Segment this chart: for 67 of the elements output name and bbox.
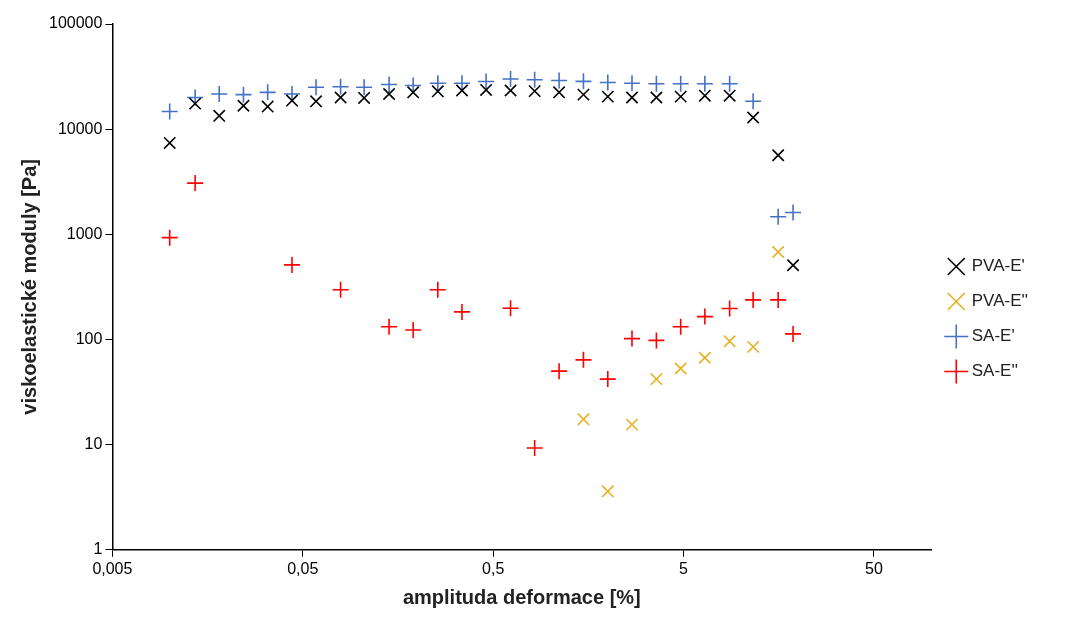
point [623, 74, 641, 93]
point [525, 70, 544, 89]
point [501, 70, 520, 88]
point [237, 99, 250, 113]
legend-label: PVA-E'' [971, 291, 1028, 311]
point [357, 91, 371, 105]
point [160, 102, 179, 121]
point [744, 92, 762, 111]
point [210, 85, 229, 103]
point [307, 78, 325, 97]
point [771, 148, 785, 162]
y-axis-title: viskoelastické moduly [Pa] [17, 159, 40, 415]
point [261, 100, 275, 114]
point [723, 89, 737, 103]
point [574, 72, 593, 91]
point [528, 84, 542, 98]
point [186, 88, 204, 107]
point [769, 207, 787, 226]
x-tick-label: 0,05 [287, 559, 319, 577]
point [234, 85, 253, 104]
point [674, 90, 688, 104]
point [598, 73, 617, 92]
point [455, 84, 469, 97]
point [160, 228, 179, 247]
x-tick-label: 5 [679, 559, 689, 577]
y-tick-label: 10 [84, 435, 103, 453]
point [479, 83, 493, 97]
point [355, 78, 373, 97]
point [258, 83, 277, 102]
point [698, 89, 712, 103]
legend-label: PVA-E' [971, 256, 1025, 276]
point [188, 97, 202, 111]
legend-label: SA-E'' [971, 361, 1018, 381]
point [720, 75, 739, 93]
point [334, 91, 348, 104]
point [331, 77, 350, 96]
x-axis-title: amplituda deformace [%] [402, 585, 641, 608]
y-tick-label: 1000 [66, 224, 103, 242]
y-tick-label: 100000 [49, 14, 103, 32]
point [285, 94, 299, 108]
point [647, 75, 666, 93]
y-tick-label: 1 [93, 540, 103, 558]
x-tick-label: 0,5 [482, 559, 505, 577]
point [186, 174, 204, 192]
point [309, 94, 323, 108]
point [406, 85, 420, 99]
point [696, 75, 714, 93]
x-tick-label: 50 [865, 559, 883, 577]
point [552, 85, 566, 99]
y-tick-label: 100 [75, 329, 103, 347]
point [649, 91, 663, 104]
point [504, 84, 518, 97]
point [601, 90, 615, 104]
point [431, 84, 445, 98]
point [576, 88, 590, 102]
point [625, 91, 639, 104]
y-tick-label: 10000 [57, 119, 103, 137]
point [746, 111, 760, 124]
point [550, 71, 568, 90]
legend-label: SA-E' [971, 326, 1015, 346]
point [477, 72, 495, 91]
point [212, 109, 226, 123]
point [671, 75, 690, 93]
point [380, 75, 398, 94]
x-tick-label: 0,005 [92, 559, 133, 577]
point [163, 136, 177, 150]
point [382, 87, 396, 101]
